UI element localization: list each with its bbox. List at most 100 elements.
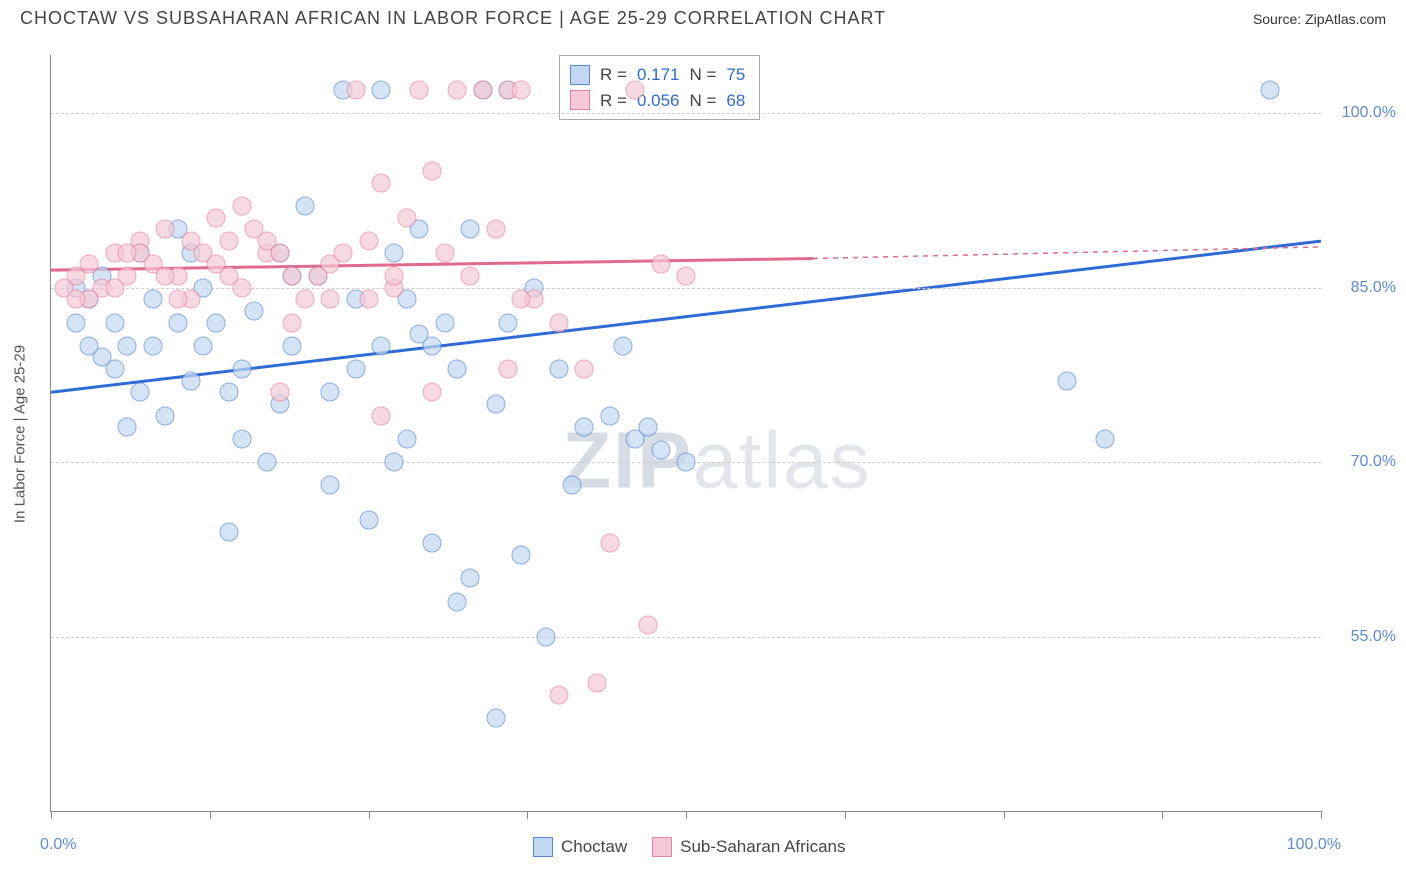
legend-label-ssa: Sub-Saharan Africans (680, 837, 845, 857)
r-value-choctaw: 0.171 (637, 62, 680, 88)
scatter-point (156, 406, 175, 425)
scatter-point (321, 290, 340, 309)
scatter-point (346, 80, 365, 99)
scatter-point (1096, 429, 1115, 448)
scatter-point (257, 453, 276, 472)
source-label: Source: ZipAtlas.com (1253, 11, 1386, 27)
legend-item-choctaw: Choctaw (533, 837, 627, 857)
x-tick (527, 811, 528, 819)
scatter-point (410, 80, 429, 99)
scatter-point (283, 266, 302, 285)
stats-row-choctaw: R = 0.171 N = 75 (570, 62, 745, 88)
y-tick-label: 85.0% (1351, 279, 1396, 297)
scatter-point (1261, 80, 1280, 99)
scatter-point (600, 534, 619, 553)
x-label-max: 100.0% (1287, 836, 1341, 854)
scatter-point (423, 383, 442, 402)
scatter-point (435, 243, 454, 262)
scatter-point (283, 313, 302, 332)
scatter-point (130, 383, 149, 402)
watermark: ZIPatlas (562, 415, 871, 507)
x-tick (845, 811, 846, 819)
scatter-point (448, 592, 467, 611)
scatter-point (562, 476, 581, 495)
scatter-point (219, 232, 238, 251)
swatch-choctaw-icon (570, 65, 590, 85)
legend-item-ssa: Sub-Saharan Africans (652, 837, 845, 857)
r-label: R = (600, 62, 627, 88)
scatter-point (448, 80, 467, 99)
scatter-point (67, 290, 86, 309)
scatter-point (423, 534, 442, 553)
scatter-point (486, 708, 505, 727)
scatter-point (651, 441, 670, 460)
plot-area: ZIPatlas R = 0.171 N = 75 R = 0.056 N = … (50, 55, 1321, 812)
scatter-point (270, 243, 289, 262)
scatter-point (677, 266, 696, 285)
scatter-point (397, 429, 416, 448)
legend: Choctaw Sub-Saharan Africans (533, 837, 846, 857)
chart-title: CHOCTAW VS SUBSAHARAN AFRICAN IN LABOR F… (20, 8, 886, 29)
scatter-point (1058, 371, 1077, 390)
scatter-point (232, 360, 251, 379)
scatter-point (626, 80, 645, 99)
scatter-point (600, 406, 619, 425)
scatter-point (296, 197, 315, 216)
scatter-point (283, 336, 302, 355)
scatter-point (359, 232, 378, 251)
gridline (51, 637, 1321, 638)
n-value-choctaw: 75 (726, 62, 745, 88)
scatter-point (511, 546, 530, 565)
scatter-point (308, 266, 327, 285)
scatter-point (321, 476, 340, 495)
scatter-point (105, 360, 124, 379)
scatter-point (550, 360, 569, 379)
y-axis-label: In Labor Force | Age 25-29 (12, 344, 29, 522)
scatter-point (207, 208, 226, 227)
scatter-point (372, 173, 391, 192)
scatter-point (613, 336, 632, 355)
chart-container: ZIPatlas R = 0.171 N = 75 R = 0.056 N = … (50, 55, 1321, 812)
scatter-point (499, 313, 518, 332)
scatter-point (397, 208, 416, 227)
scatter-point (550, 313, 569, 332)
scatter-point (359, 511, 378, 530)
scatter-point (143, 290, 162, 309)
scatter-point (346, 360, 365, 379)
scatter-point (384, 453, 403, 472)
stats-row-ssa: R = 0.056 N = 68 (570, 88, 745, 114)
scatter-point (194, 336, 213, 355)
x-tick (210, 811, 211, 819)
scatter-point (334, 243, 353, 262)
x-tick (51, 811, 52, 819)
x-tick (1321, 811, 1322, 819)
scatter-point (461, 266, 480, 285)
scatter-point (156, 266, 175, 285)
scatter-point (638, 615, 657, 634)
n-value-ssa: 68 (726, 88, 745, 114)
scatter-point (537, 627, 556, 646)
scatter-point (575, 360, 594, 379)
scatter-point (80, 336, 99, 355)
x-label-min: 0.0% (40, 836, 76, 854)
x-tick (686, 811, 687, 819)
scatter-point (207, 313, 226, 332)
scatter-point (321, 383, 340, 402)
scatter-point (651, 255, 670, 274)
x-tick (369, 811, 370, 819)
scatter-point (677, 453, 696, 472)
swatch-ssa-icon (570, 90, 590, 110)
scatter-point (372, 406, 391, 425)
x-tick (1162, 811, 1163, 819)
scatter-point (461, 220, 480, 239)
scatter-point (67, 313, 86, 332)
scatter-point (181, 371, 200, 390)
scatter-point (550, 685, 569, 704)
scatter-point (219, 383, 238, 402)
scatter-point (359, 290, 378, 309)
scatter-point (232, 429, 251, 448)
n-label: N = (689, 88, 716, 114)
scatter-point (118, 418, 137, 437)
scatter-point (143, 336, 162, 355)
scatter-point (232, 197, 251, 216)
